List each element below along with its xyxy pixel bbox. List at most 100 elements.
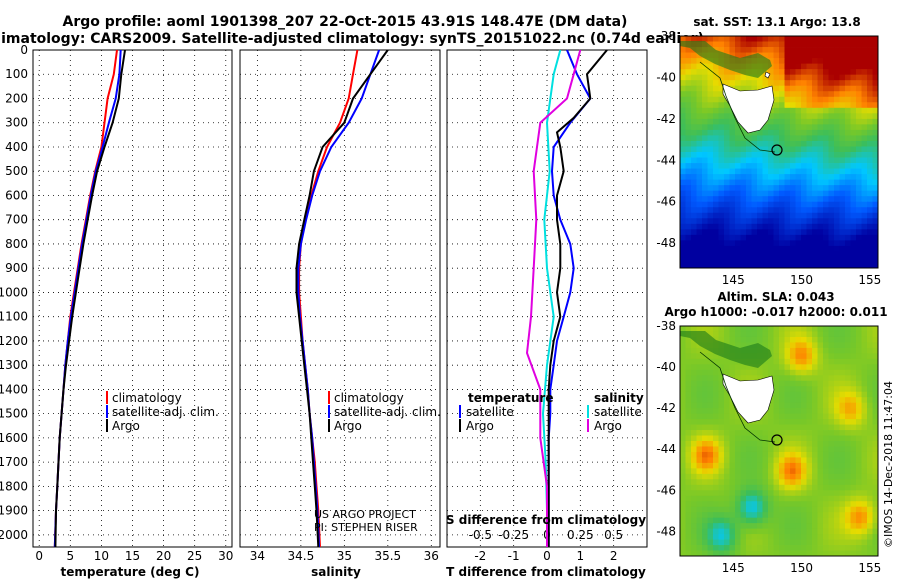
map-cell (691, 163, 697, 169)
map-cell (861, 435, 868, 442)
map-cell (696, 140, 703, 147)
map-cell (779, 364, 785, 371)
map-cell (779, 347, 785, 354)
map-cell (817, 36, 824, 42)
map-cell (724, 218, 730, 225)
map-cell (784, 52, 791, 59)
map-cell (768, 369, 774, 376)
map-cell (757, 430, 763, 436)
map-cell (834, 446, 840, 453)
map-cell (801, 375, 807, 382)
map-cell (680, 550, 686, 557)
map-cell (746, 550, 752, 557)
map-cell (768, 135, 774, 142)
map-cell (702, 163, 708, 169)
map-cell (861, 331, 868, 338)
map-cell (867, 91, 873, 98)
map-cell (861, 52, 868, 59)
map-cell (751, 47, 758, 53)
map-cell (751, 441, 758, 447)
map-cell (691, 391, 697, 398)
map-cell (768, 528, 774, 535)
map-cell (867, 512, 873, 519)
map-cell (751, 201, 758, 208)
map-cell (735, 262, 741, 269)
map-cell (691, 435, 697, 442)
map-cell (784, 63, 791, 70)
map-cell (779, 96, 785, 103)
map-cell (872, 223, 879, 230)
depth-tick-label: 600 (5, 188, 28, 202)
map-cell (850, 69, 857, 76)
map-cell (856, 140, 862, 147)
map-cell (740, 196, 747, 203)
map-cell (856, 179, 862, 186)
temperature-xlabel: temperature (deg C) (61, 565, 200, 579)
map-cell (751, 550, 758, 557)
map-cell (861, 185, 868, 192)
map-cell (828, 512, 835, 519)
map-cell (718, 495, 725, 502)
map-cell (795, 358, 802, 365)
map-cell (801, 251, 807, 258)
map-cell (845, 36, 851, 42)
map-cell (856, 163, 862, 169)
map-cell (861, 190, 868, 197)
map-cell (801, 446, 807, 453)
map-cell (702, 512, 708, 519)
map-cell (762, 523, 769, 530)
map-cell (691, 251, 697, 258)
map-cell (790, 391, 796, 398)
map-cell (795, 212, 802, 219)
lat-tick-label: -44 (656, 153, 676, 167)
map-cell (828, 196, 835, 203)
map-cell (768, 185, 774, 192)
map-cell (707, 223, 714, 230)
map-cell (757, 179, 763, 186)
map-cell (768, 58, 774, 65)
map-cell (795, 157, 802, 164)
map-cell (735, 342, 741, 349)
map-cell (713, 135, 719, 142)
map-cell (757, 47, 763, 53)
map-cell (685, 451, 692, 458)
map-cell (806, 408, 813, 415)
map-cell (757, 168, 763, 175)
map-cell (817, 163, 824, 169)
map-cell (812, 495, 818, 502)
map-cell (735, 528, 741, 535)
map-cell (834, 140, 840, 147)
map-cell (773, 207, 780, 214)
map-cell (773, 550, 780, 557)
map-cell (839, 96, 846, 103)
map-cell (724, 163, 730, 169)
map-cell (790, 240, 796, 247)
map-cell (729, 479, 736, 486)
map-cell (740, 262, 747, 269)
map-cell (735, 457, 741, 464)
map-cell (691, 102, 697, 109)
map-cell (757, 528, 763, 535)
map-cell (751, 528, 758, 535)
map-cell (702, 550, 708, 557)
map-cell (839, 251, 846, 258)
map-cell (718, 107, 725, 114)
map-cell (861, 229, 868, 236)
map-cell (867, 495, 873, 502)
map-cell (817, 135, 824, 142)
map-cell (834, 358, 840, 365)
map-cell (856, 517, 862, 524)
map-cell (784, 229, 791, 236)
map-cell (751, 446, 758, 453)
map-cell (729, 435, 736, 442)
map-cell (812, 397, 818, 404)
map-cell (817, 124, 824, 131)
map-cell (762, 534, 769, 540)
sst-map-frame (679, 35, 879, 269)
map-cell (735, 135, 741, 142)
map-cell (696, 369, 703, 376)
map-cell (806, 102, 813, 109)
map-cell (872, 441, 879, 447)
map-cell (845, 364, 851, 371)
map-cell (685, 58, 692, 65)
